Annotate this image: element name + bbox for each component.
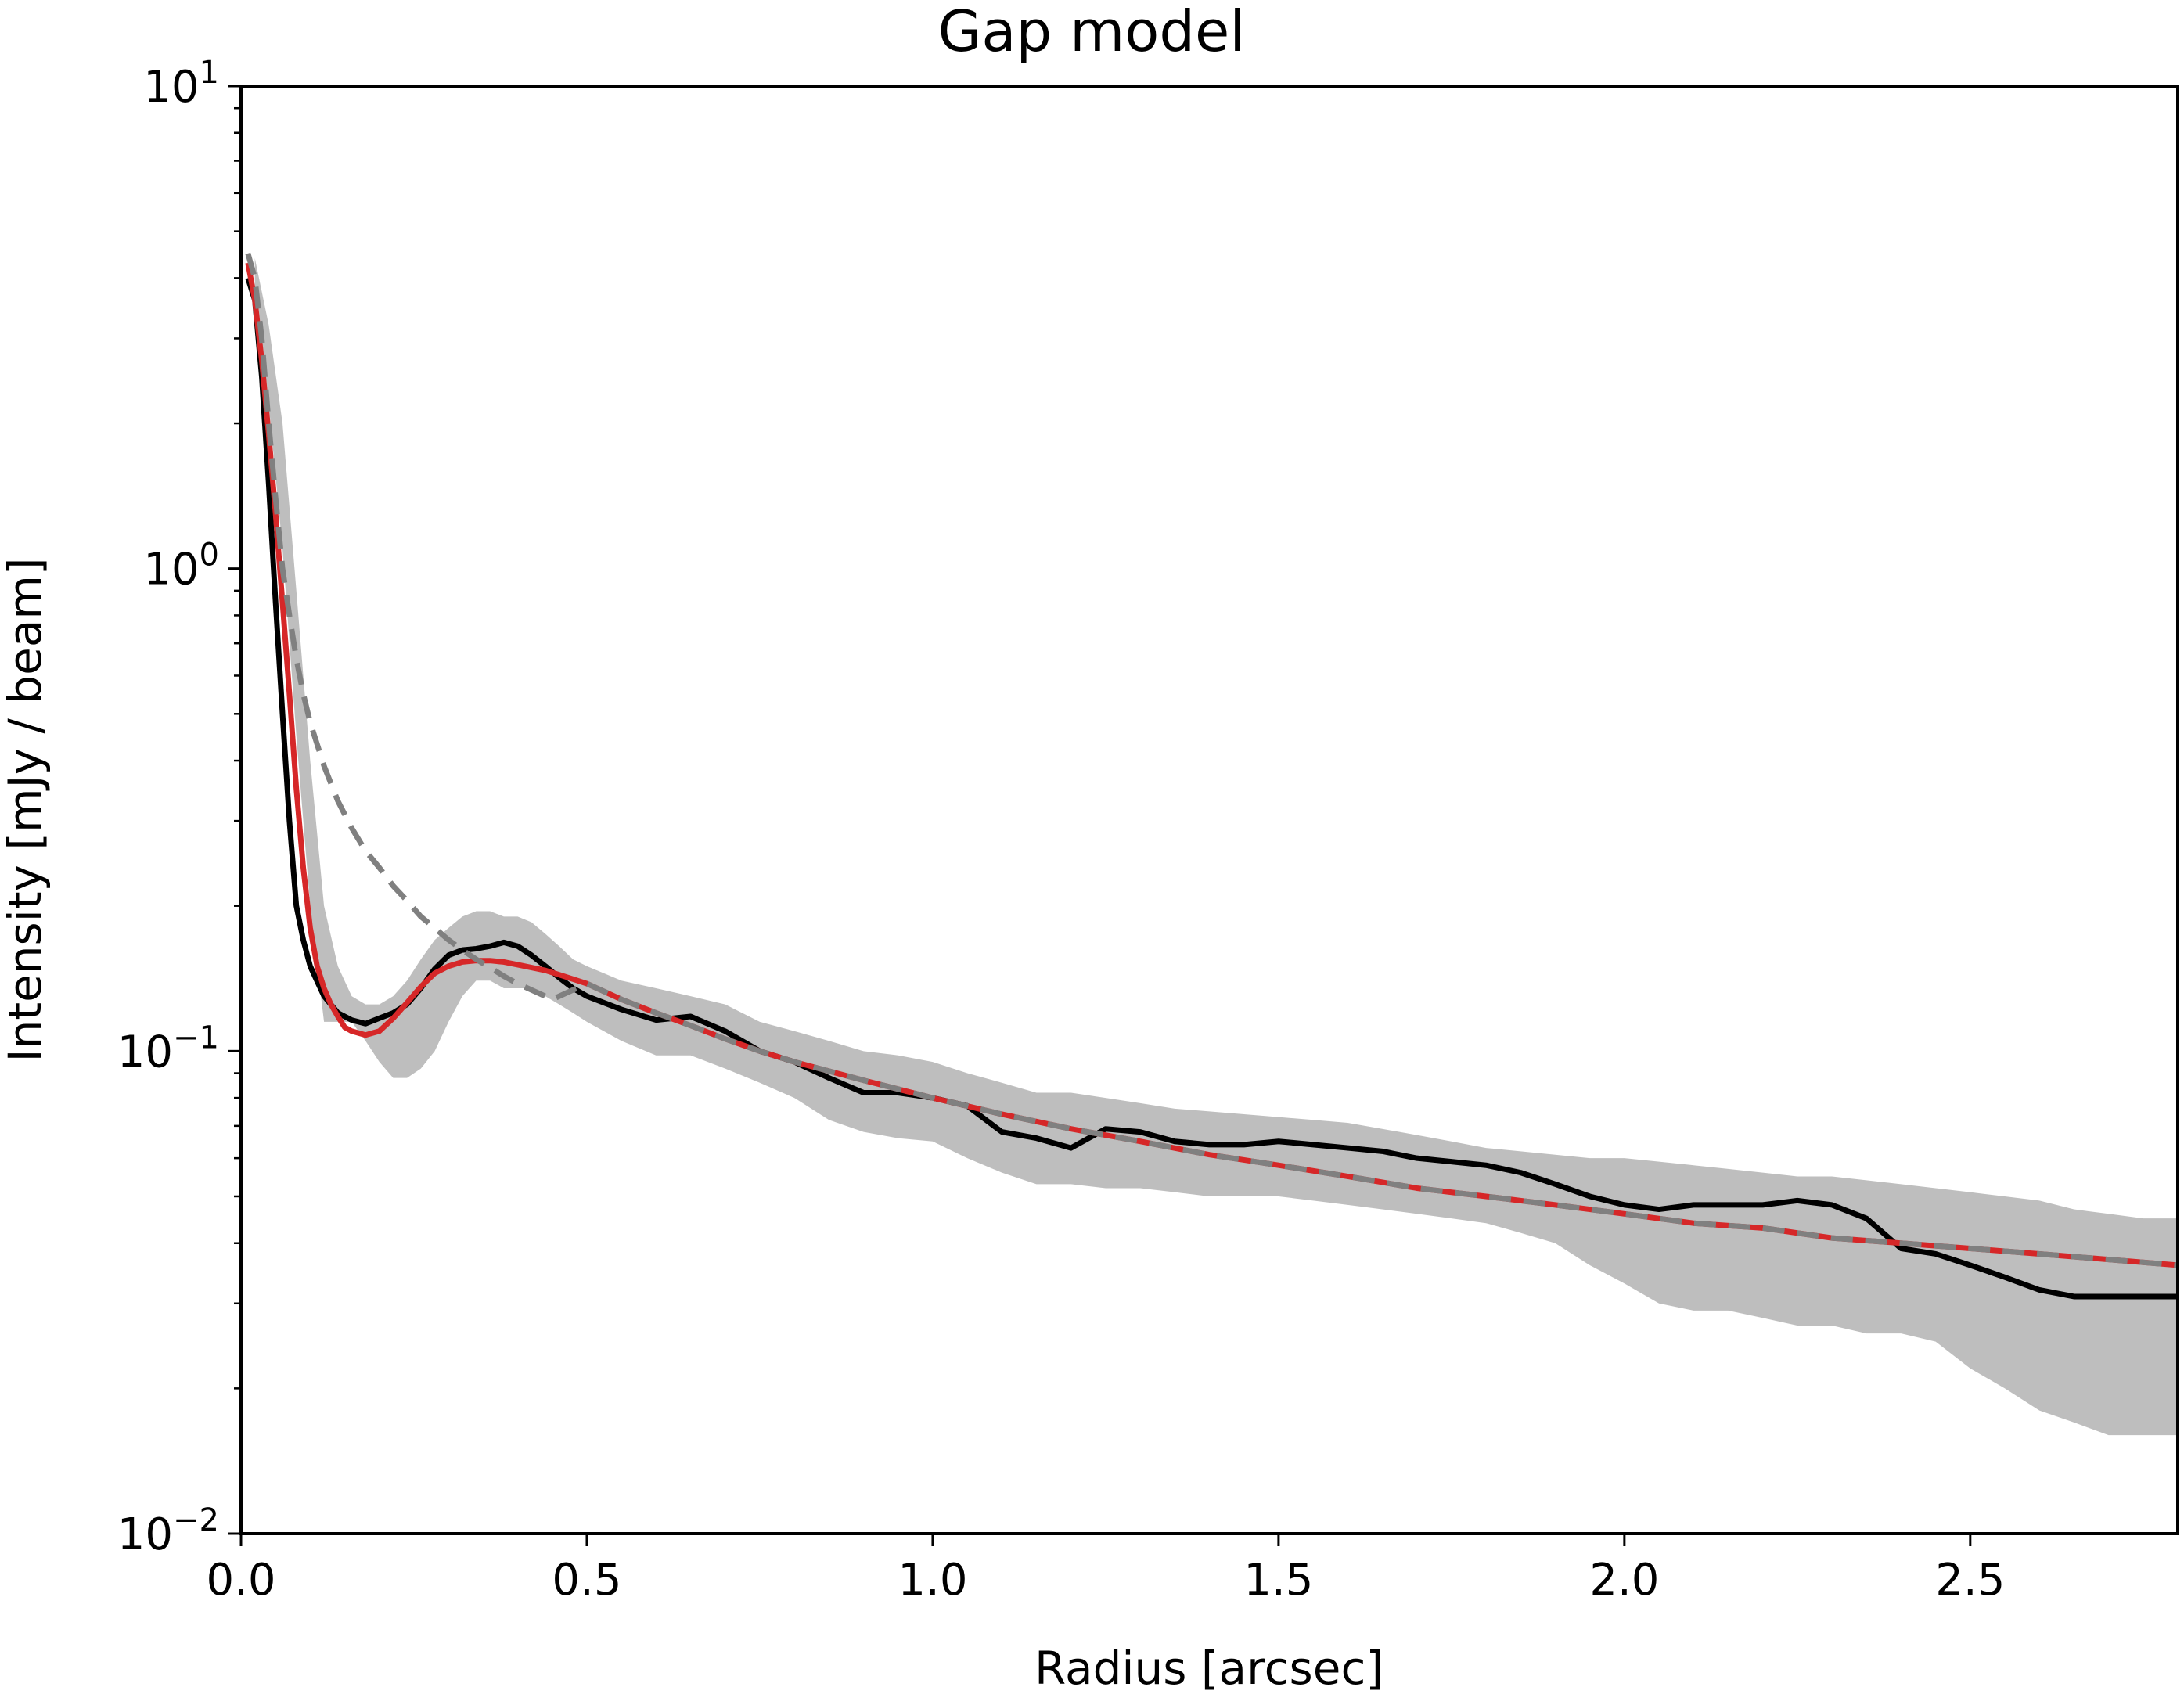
x-tick-label: 1.0: [898, 1555, 967, 1606]
y-tick-label: 100: [143, 538, 219, 595]
axes-frame: [239, 85, 2179, 1535]
x-tick-label: 2.5: [1935, 1555, 2005, 1606]
chart-title: Gap model: [938, 0, 1246, 64]
plot-content: [245, 252, 2178, 1436]
y-tick-label: 10−2: [117, 1502, 219, 1560]
y-axis-label: Intensity [mJy / beam]: [0, 557, 52, 1062]
y-tick-label: 10−1: [117, 1020, 219, 1077]
smooth-model-line: [245, 252, 2178, 1268]
x-tick-label: 2.0: [1589, 1555, 1659, 1606]
x-axis-label: Radius [arcsec]: [1034, 1642, 1383, 1695]
x-tick-label: 1.5: [1243, 1555, 1313, 1606]
axis-ticks: 0.0 0.5 1.0 1.5 2.0 2.5 10−2 10−1 100 101: [117, 55, 2006, 1606]
x-tick-label: 0.5: [552, 1555, 621, 1606]
x-tick-label: 0.0: [206, 1555, 275, 1606]
data-profile-line: [245, 277, 2178, 1300]
uncertainty-band: [254, 257, 2178, 1436]
plot-area: [245, 252, 2178, 1436]
y-tick-label: 101: [143, 55, 219, 113]
